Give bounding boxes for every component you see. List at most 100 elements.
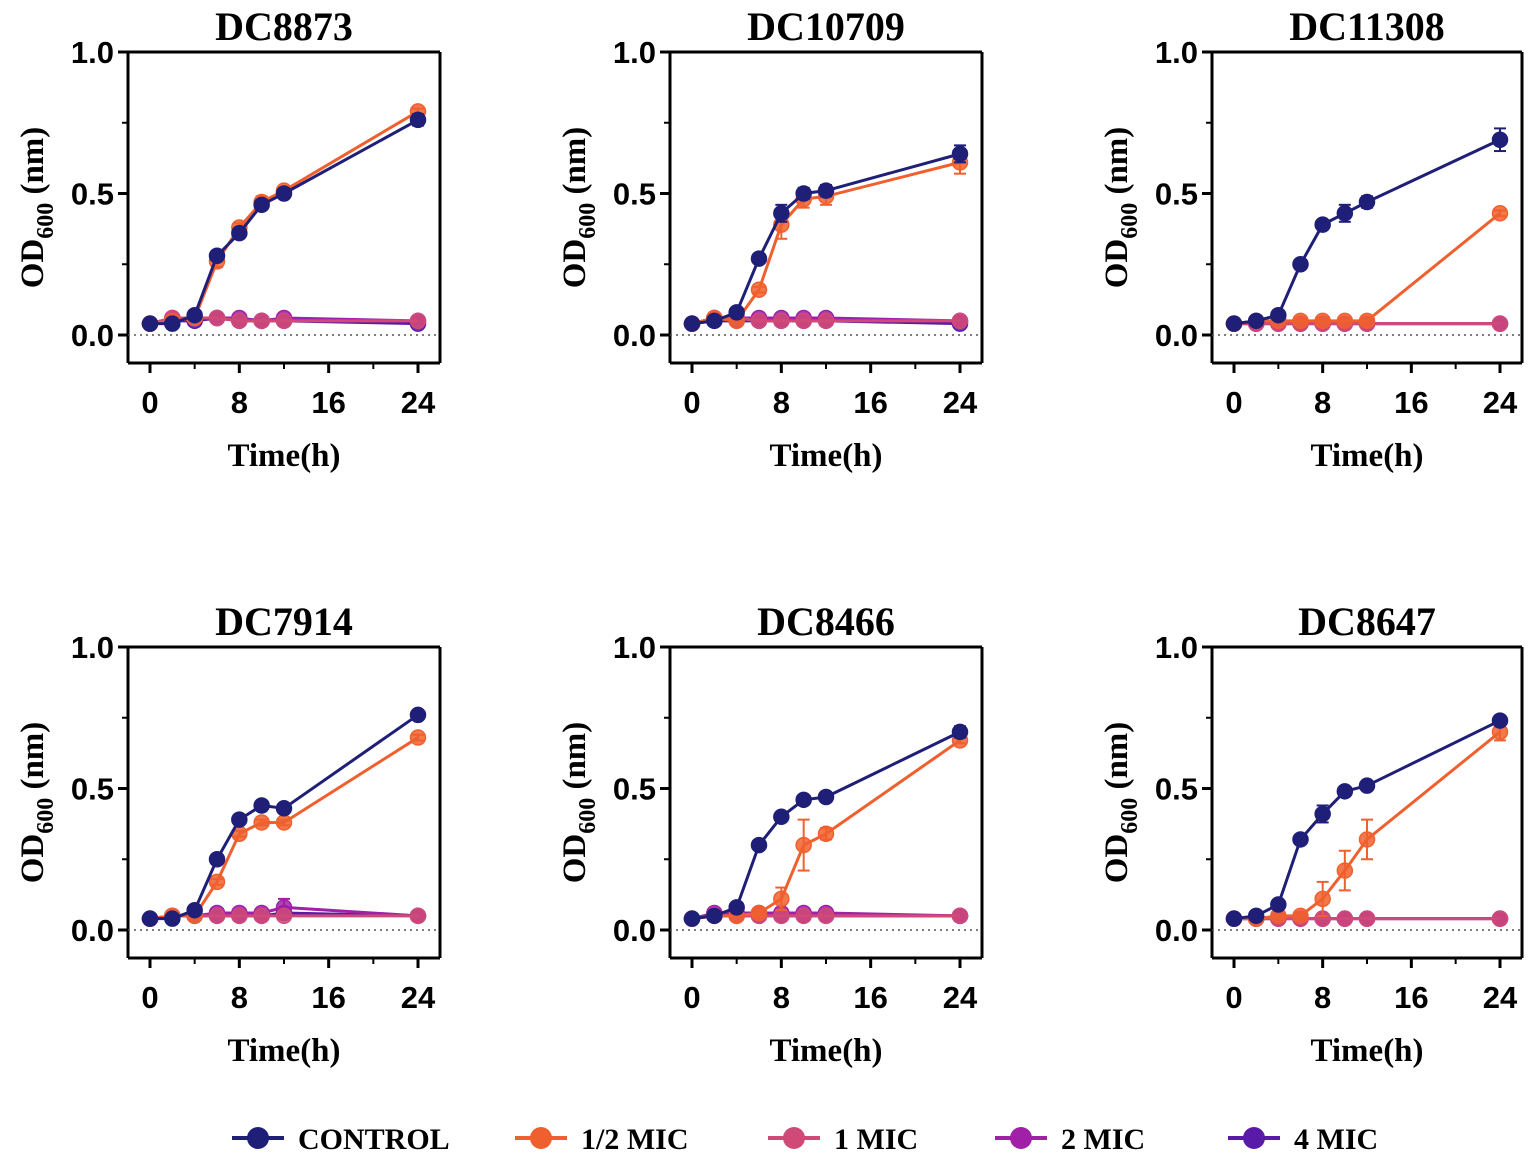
y-tick-label: 0.0 — [1155, 913, 1198, 948]
x-axis-label: Time(h) — [769, 1033, 882, 1069]
data-point — [683, 315, 701, 332]
series-1/2 MIC — [1225, 722, 1509, 927]
y-tick-label: 0.5 — [613, 772, 656, 807]
x-tick-label: 8 — [773, 385, 790, 420]
x-tick-label: 24 — [401, 385, 436, 420]
y-tick-label: 1.0 — [1155, 630, 1198, 665]
series-CONTROL — [683, 144, 969, 332]
y-tick-label: 0.5 — [613, 177, 656, 212]
data-point — [409, 729, 427, 746]
data-point — [1336, 205, 1354, 222]
series-line — [1233, 138, 1501, 326]
series-line — [150, 118, 419, 326]
data-point — [951, 723, 969, 741]
data-point — [1314, 216, 1331, 233]
data-point — [1270, 896, 1287, 913]
x-tick-label: 16 — [1394, 385, 1428, 420]
x-tick-label: 24 — [401, 980, 436, 1015]
legend-label: CONTROL — [298, 1123, 450, 1156]
y-tick-label: 0.0 — [71, 913, 114, 948]
x-tick-label: 8 — [231, 385, 248, 420]
legend-item-4 MIC: 4 MIC — [1228, 1123, 1378, 1156]
data-point — [1336, 862, 1354, 879]
data-point — [706, 907, 723, 925]
series-CONTROL — [1225, 712, 1509, 927]
data-point — [817, 182, 835, 199]
series-line — [1233, 212, 1501, 326]
legend-item-CONTROL: CONTROL — [232, 1123, 450, 1156]
x-tick-label: 0 — [1225, 385, 1242, 420]
panel-DC10709: DC10709 0.0 0.5 1.0 0 8 16 24 Time(h) OD600 (nm) — [557, 4, 984, 474]
x-tick-label: 16 — [311, 980, 345, 1015]
data-point — [1358, 777, 1376, 794]
data-point — [817, 907, 835, 925]
legend-label: 4 MIC — [1294, 1123, 1378, 1156]
legend-marker — [783, 1127, 805, 1149]
data-point — [795, 791, 812, 809]
data-point — [773, 205, 790, 222]
data-point — [795, 836, 812, 854]
y-axis-label: OD600 (nm) — [1099, 722, 1143, 884]
data-point — [164, 315, 181, 332]
series-line — [691, 730, 961, 921]
legend-label: 1 MIC — [834, 1123, 918, 1156]
legend-label: 2 MIC — [1061, 1123, 1145, 1156]
data-point — [208, 873, 226, 891]
data-point — [409, 111, 427, 129]
y-tick-label: 1.0 — [1155, 35, 1198, 70]
x-tick-label: 16 — [311, 385, 345, 420]
panel-DC8647: DC8647 0.0 0.5 1.0 0 8 16 24 Time(h) OD600 (nm) — [1099, 599, 1524, 1069]
data-point — [164, 910, 181, 927]
data-point — [1358, 193, 1376, 211]
panel-DC8466: DC8466 0.0 0.5 1.0 0 8 16 24 Time(h) OD600 (nm) — [557, 599, 984, 1069]
data-point — [253, 196, 270, 214]
data-point — [1358, 910, 1376, 927]
series-CONTROL — [683, 723, 969, 927]
data-point — [951, 312, 969, 330]
data-point — [275, 185, 293, 202]
y-tick-label: 0.0 — [1155, 318, 1198, 353]
y-axis-label: OD600 (nm) — [1099, 127, 1143, 289]
legend-item-2 MIC: 2 MIC — [995, 1123, 1145, 1156]
data-point — [817, 788, 835, 806]
data-point — [683, 910, 701, 927]
x-tick-label: 8 — [1314, 385, 1331, 420]
data-point — [253, 907, 270, 925]
data-point — [409, 312, 427, 330]
legend: CONTROL 1/2 MIC 1 MIC 2 MIC 4 MIC — [232, 1123, 1378, 1156]
legend-label: 1/2 MIC — [581, 1123, 689, 1156]
data-point — [1247, 312, 1265, 330]
panel-title: DC7914 — [215, 599, 353, 644]
x-tick-label: 24 — [943, 980, 978, 1015]
y-tick-label: 1.0 — [613, 630, 656, 665]
data-point — [208, 851, 226, 868]
data-point — [1292, 256, 1309, 273]
data-point — [253, 814, 270, 831]
x-axis-label: Time(h) — [227, 438, 340, 474]
data-point — [409, 907, 427, 925]
legend-item-1/2 MIC: 1/2 MIC — [515, 1123, 689, 1156]
data-point — [253, 312, 270, 330]
data-point — [795, 185, 812, 202]
data-point — [1336, 312, 1354, 330]
data-point — [817, 825, 835, 843]
y-axis-label: OD600 (nm) — [15, 722, 59, 884]
x-tick-label: 0 — [683, 980, 700, 1015]
data-point — [275, 312, 293, 330]
data-point — [1358, 831, 1376, 848]
series-CONTROL — [141, 111, 427, 332]
y-tick-label: 1.0 — [613, 35, 656, 70]
data-point — [728, 304, 745, 321]
data-point — [1225, 315, 1243, 332]
data-point — [795, 907, 812, 925]
data-point — [1292, 907, 1309, 925]
x-tick-label: 8 — [1314, 980, 1331, 1015]
legend-item-1 MIC: 1 MIC — [768, 1123, 918, 1156]
y-tick-label: 0.0 — [613, 318, 656, 353]
data-point — [141, 315, 159, 332]
data-point — [1292, 312, 1309, 330]
data-point — [253, 797, 270, 814]
series-1 MIC — [1225, 910, 1509, 927]
legend-marker — [1243, 1127, 1265, 1149]
